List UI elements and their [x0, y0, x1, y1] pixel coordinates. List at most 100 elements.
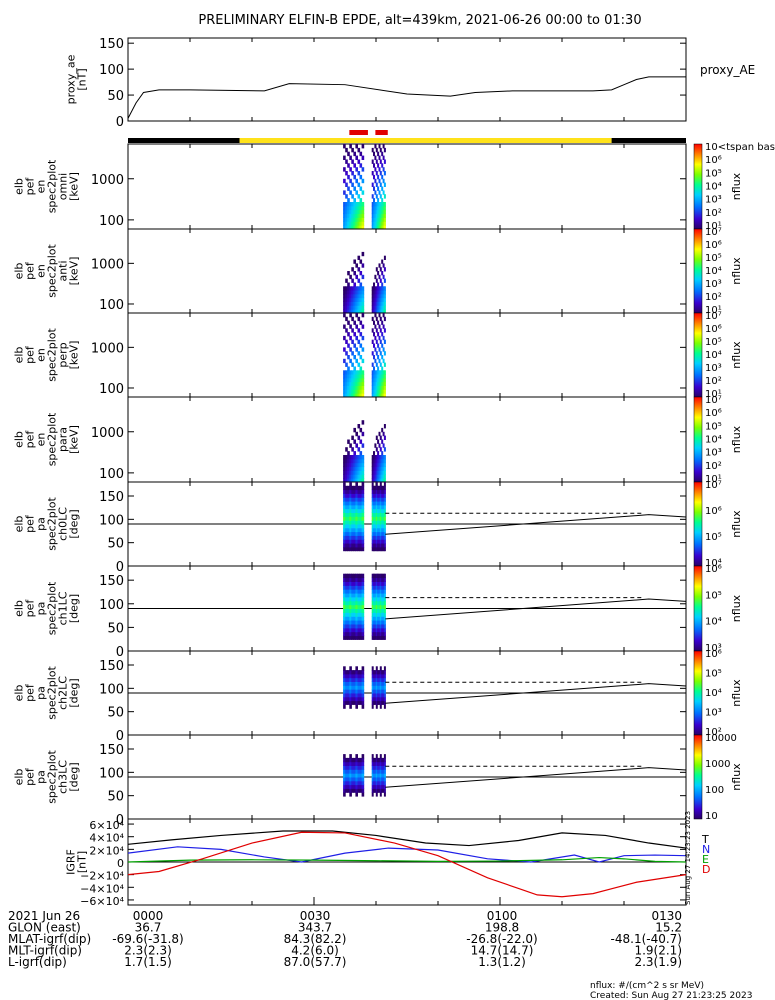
spectrogram-cell [377, 780, 380, 786]
y-axis-label-line: perp [57, 342, 70, 367]
spectrogram-cell [378, 385, 381, 390]
colorbar-tick-label: 10¹ [705, 389, 722, 400]
spectrogram-cell [378, 516, 381, 521]
spectrogram-cell [379, 700, 382, 705]
spectrogram-cell [345, 573, 348, 579]
spectrogram-cell [353, 293, 356, 299]
spectrogram-cell [375, 221, 378, 226]
spectrogram-cell [345, 455, 348, 460]
spectrogram-cell [353, 604, 356, 609]
spectrogram-cell [374, 462, 377, 468]
cell-value: 2.3(2.3) [124, 944, 172, 958]
loss-cone-line [385, 683, 687, 704]
spectrogram-cell [375, 788, 378, 793]
spectrogram-cell [361, 482, 365, 487]
spectrogram-cell [343, 493, 346, 498]
spectrogram-cell [345, 761, 348, 766]
spectrogram-cell [355, 600, 358, 606]
spectrogram-cell [349, 286, 352, 291]
spectrogram-cell [381, 504, 384, 510]
spectrogram-cell [345, 305, 348, 310]
panel-frame [127, 396, 687, 483]
spectrogram-cell [351, 385, 354, 390]
spectrogram-cell [371, 286, 374, 291]
spectrogram-cell [375, 593, 378, 598]
spectrogram-cell [383, 704, 386, 709]
colorbar-tick-label: 10⁵ [705, 253, 722, 264]
y-tick-label: −4×10⁴ [80, 882, 124, 895]
spectrogram-cell [345, 596, 348, 602]
spectrogram-cell [383, 209, 386, 215]
colorbar-tick-label: 10⁶ [705, 408, 722, 419]
y-axis-label-line: ch2LC [57, 676, 70, 710]
spectrogram-cell [345, 474, 348, 479]
y-axis-label-line: [nT] [76, 851, 89, 873]
spectrogram-cell [349, 508, 352, 513]
spectrogram-cell [355, 696, 358, 702]
spectrogram-cell [374, 305, 377, 310]
spectrogram-cell [381, 462, 384, 468]
spectrogram-cell [345, 504, 348, 510]
spectrogram-cell [375, 704, 378, 709]
spectrogram-cell [351, 624, 354, 629]
spectrogram-cell [343, 600, 346, 606]
spectrogram-cell [361, 466, 365, 471]
spectrogram-cell [349, 589, 352, 594]
spectrogram-cell [377, 765, 380, 770]
spectrogram-cell [349, 370, 352, 375]
colorbar-label: nflux [730, 257, 743, 285]
spectrogram-cell [361, 309, 365, 314]
spectrogram-cell [355, 508, 358, 513]
spectrogram-cell [371, 497, 374, 502]
spectrogram-cell [383, 504, 386, 510]
colorbar-tick-label: 10⁵ [705, 669, 722, 680]
spectrogram-cell [373, 202, 375, 207]
spectrogram-cell [359, 784, 363, 789]
spectrogram-cell [375, 516, 378, 521]
spectrogram-cell [382, 155, 385, 160]
spectrogram-cell [347, 696, 350, 702]
spectrogram-cell [349, 520, 352, 525]
spectrogram-cell [383, 527, 386, 533]
y-axis-label-line: en [35, 180, 48, 194]
spectrogram-cell [359, 374, 363, 379]
colorbar-en_anti [693, 228, 703, 314]
status-segment [611, 138, 686, 143]
spectrogram-cell [378, 489, 381, 494]
spectrogram-cell [345, 316, 348, 322]
spectrogram-cell [371, 339, 374, 344]
spectrogram-cell [373, 485, 375, 491]
spectrogram-cell [381, 585, 384, 590]
spectrogram-cell [355, 205, 358, 211]
spectrogram-cell [355, 381, 358, 386]
spectrogram-cell [347, 631, 350, 637]
spectrogram-cell [359, 700, 363, 705]
panel-igrf: 6×10⁴4×10⁴2×10⁴0−2×10⁴−4×10⁴−6×10⁴IGRF[n… [65, 818, 710, 908]
spectrogram-cell [359, 462, 363, 468]
spectrogram-cell [383, 202, 386, 207]
spectrogram-cell [383, 370, 386, 375]
spectrogram-cell [361, 178, 365, 184]
spectrogram-cell [377, 585, 380, 590]
spectrogram-cell [361, 520, 365, 525]
spectrogram-cell [382, 631, 385, 637]
spectrogram-cell [357, 577, 361, 582]
spectrogram-cell [353, 765, 356, 770]
spectrogram-cell [379, 478, 382, 483]
spectrogram-cell [343, 489, 346, 494]
y-tick-label: 50 [107, 706, 124, 721]
spectrogram-cell [377, 777, 380, 782]
spectrogram-cell [357, 447, 361, 452]
spectrogram-cell [353, 225, 356, 230]
spectrogram-cell [378, 631, 381, 637]
spectrogram-cell [373, 757, 375, 763]
spectrogram-cell [377, 700, 380, 705]
spectrogram-cell [379, 689, 382, 694]
spectrogram-cell [359, 343, 363, 348]
colorbar-tick-label: 10⁴ [705, 182, 722, 193]
spectrogram-cell [345, 608, 348, 613]
spectrogram-cell [373, 377, 375, 383]
colorbar-tick-label: 10⁵ [705, 532, 722, 543]
spectrogram-cell [345, 339, 348, 344]
spectrogram-cell [379, 535, 382, 540]
